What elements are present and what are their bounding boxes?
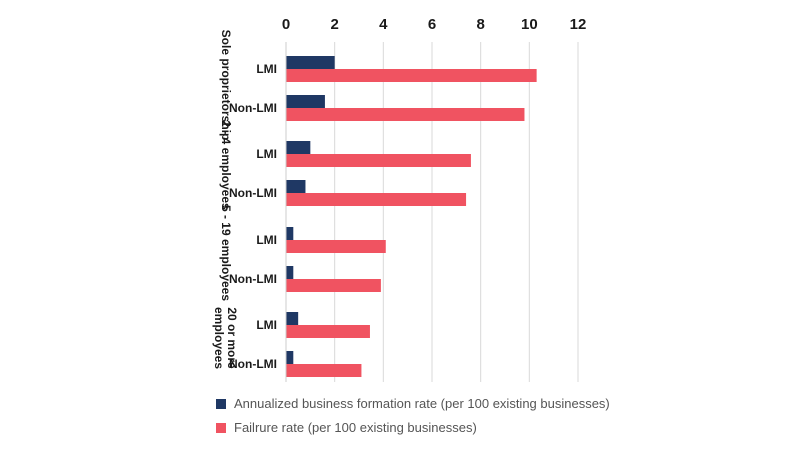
bar-failure [286, 279, 381, 292]
group-label: Sole proprietorship [219, 30, 233, 141]
legend-swatch-formation [216, 398, 226, 409]
row-labels: LMI Non-LMI LMI Non-LMI LMI Non-LMI LMI Non-LMI [229, 62, 277, 371]
legend-item-formation: Annualized business formation rate (per … [216, 396, 610, 411]
group-label: 5 - 19 employees [219, 205, 233, 301]
x-tick-label: 0 [282, 16, 290, 33]
x-axis-ticks: 0 2 4 6 8 10 12 [282, 16, 587, 33]
group-label-line: 20 or more [225, 307, 239, 369]
bar-failure [286, 240, 386, 253]
bar-failure [286, 325, 370, 338]
x-tick-label: 12 [570, 16, 587, 33]
row-label: Non-LMI [229, 357, 277, 371]
x-tick-label: 10 [521, 16, 538, 33]
row-label: LMI [256, 62, 277, 76]
bar-formation [286, 141, 311, 154]
bar-failure [286, 193, 467, 206]
row-label: LMI [256, 318, 277, 332]
bar-failure [286, 154, 471, 167]
row-label: LMI [256, 147, 277, 161]
bar-formation [286, 227, 294, 240]
group-label-line: employees [212, 307, 226, 369]
gridlines [334, 42, 579, 382]
bar-formation [286, 312, 299, 325]
x-tick-label: 8 [476, 16, 484, 33]
x-tick-label: 6 [428, 16, 436, 33]
bar-formation [286, 56, 335, 69]
x-tick-label: 4 [379, 16, 388, 33]
row-label: Non-LMI [229, 101, 277, 115]
bar-failure [286, 364, 362, 377]
bar-formation [286, 351, 294, 364]
group-label: 2 - 4 employees [219, 120, 233, 210]
legend-item-failure: Failrure rate (per 100 existing business… [216, 420, 477, 435]
row-label: Non-LMI [229, 186, 277, 200]
bar-formation [286, 180, 306, 193]
bar-failure [286, 108, 525, 121]
bar-formation [286, 266, 294, 279]
row-label: LMI [256, 233, 277, 247]
legend-label-formation: Annualized business formation rate (per … [234, 396, 610, 411]
legend-swatch-failure [216, 422, 226, 433]
x-tick-label: 2 [330, 16, 338, 33]
bar-failure [286, 69, 537, 82]
bar-formation [286, 95, 325, 108]
bars [286, 56, 537, 377]
row-label: Non-LMI [229, 272, 277, 286]
legend-label-failure: Failrure rate (per 100 existing business… [234, 420, 477, 435]
group-label: 20 or moreemployees [212, 307, 239, 369]
